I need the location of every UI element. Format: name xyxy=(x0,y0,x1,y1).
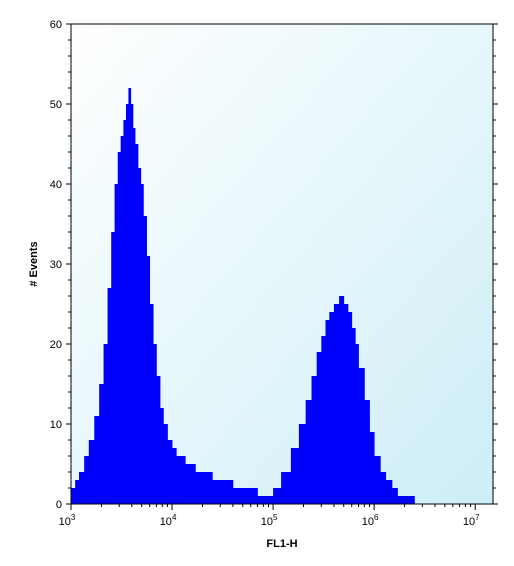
histogram-bar xyxy=(88,440,95,504)
histogram-bar xyxy=(316,352,322,504)
histogram-bar xyxy=(355,344,359,504)
histogram-bar xyxy=(325,320,330,504)
histogram-bar xyxy=(123,120,127,504)
histogram-bar xyxy=(385,480,393,504)
histogram-bar xyxy=(347,312,353,504)
histogram-bar xyxy=(311,376,318,504)
histogram-bar xyxy=(257,496,264,504)
histogram-bars xyxy=(71,88,415,504)
histogram-bar xyxy=(143,216,147,504)
y-tick-label: 50 xyxy=(50,99,62,111)
histogram-bar xyxy=(290,448,300,504)
histogram-bar xyxy=(71,488,76,504)
x-tick-label: 103 xyxy=(59,513,76,528)
x-tick-label: 105 xyxy=(261,513,278,528)
histogram-bar xyxy=(94,416,100,504)
histogram-bar xyxy=(321,336,326,504)
histogram-bar xyxy=(167,440,173,504)
histogram-bar xyxy=(180,456,186,504)
y-tick-label: 60 xyxy=(50,19,62,31)
histogram-bar xyxy=(263,496,274,504)
histogram-bar xyxy=(220,480,234,504)
histogram-bar xyxy=(156,376,161,504)
histogram-bar xyxy=(305,400,312,504)
x-axis-title: FL1-H xyxy=(266,538,297,550)
histogram-bar xyxy=(135,144,139,504)
x-tick-label: 106 xyxy=(362,513,379,528)
histogram-bar xyxy=(358,368,365,504)
histogram-bar xyxy=(163,424,168,504)
histogram-bar xyxy=(176,456,181,504)
histogram-bar xyxy=(84,456,90,504)
histogram-bar xyxy=(125,104,129,504)
y-tick-label: 20 xyxy=(50,339,62,351)
histogram-bar xyxy=(153,344,157,504)
x-tick-label: 104 xyxy=(160,513,177,528)
histogram-bar xyxy=(99,384,104,504)
histogram-bar xyxy=(128,88,132,504)
y-tick-label: 40 xyxy=(50,179,62,191)
histogram-bar xyxy=(120,136,124,504)
histogram-bar xyxy=(364,400,370,504)
y-tick-label: 30 xyxy=(50,259,62,271)
histogram-bar xyxy=(111,232,115,504)
histogram-bar xyxy=(195,472,203,504)
histogram-bar xyxy=(374,456,381,504)
histogram-bar xyxy=(298,424,307,504)
histogram-bar xyxy=(404,496,415,504)
y-axis: 0 10 20 30 40 50 60 xyxy=(50,19,498,511)
histogram-bar xyxy=(369,432,375,504)
histogram-bar xyxy=(339,296,345,504)
histogram-bar xyxy=(79,472,85,504)
histogram-bar xyxy=(107,288,112,504)
histogram-bar xyxy=(273,488,282,504)
histogram-bar xyxy=(212,480,221,504)
histogram-bar xyxy=(75,480,80,504)
histogram-bar xyxy=(250,488,258,504)
histogram-bar xyxy=(185,464,191,504)
histogram-bar xyxy=(137,168,142,504)
histogram-bar xyxy=(351,328,356,504)
histogram-bar xyxy=(189,464,196,504)
histogram-bar xyxy=(149,304,154,504)
histogram-bar xyxy=(160,408,164,504)
histogram-bar xyxy=(132,128,136,504)
histogram-bar xyxy=(329,312,335,504)
x-tick-label: 107 xyxy=(463,513,480,528)
histogram-bar xyxy=(117,152,122,504)
histogram-bar xyxy=(146,256,151,504)
histogram-bar xyxy=(130,104,134,504)
histogram-bar xyxy=(397,496,405,504)
histogram-bar xyxy=(202,472,213,504)
y-axis-title: # Events xyxy=(28,241,40,286)
y-tick-label: 0 xyxy=(56,499,62,511)
histogram-bar xyxy=(391,488,398,504)
histogram-bar xyxy=(103,344,108,504)
histogram-bar xyxy=(281,472,292,504)
histogram-bar xyxy=(232,488,244,504)
histogram-bar xyxy=(114,184,119,504)
histogram-bar xyxy=(242,488,252,504)
x-axis: 103 104 105 106 107 xyxy=(59,504,480,528)
y-tick-label: 10 xyxy=(50,419,62,431)
histogram-bar xyxy=(343,304,349,504)
histogram-bar xyxy=(333,304,340,504)
histogram-bar xyxy=(380,472,387,504)
histogram-bar xyxy=(140,184,144,504)
histogram-bar xyxy=(172,448,177,504)
